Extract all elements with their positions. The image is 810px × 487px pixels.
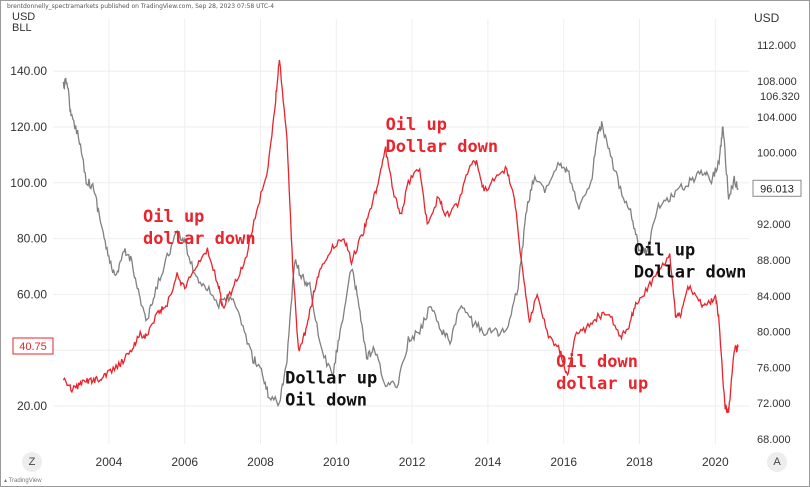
annotation-line: Oil up xyxy=(634,240,695,260)
auto-scale-left-button[interactable]: Z xyxy=(22,452,42,472)
oil-price-line xyxy=(62,59,739,414)
left-tick-label: 100.00 xyxy=(10,176,47,190)
annotation-label: Oil up Dollar down xyxy=(634,240,747,282)
x-tick-label: 2006 xyxy=(171,455,198,469)
x-axis-ticks: 2004 2006 2008 2010 2012 2014 2016 2018 2020 xyxy=(96,455,729,469)
left-axis-ticks: 20.00 60.00 80.00 100.00 120.00 140.00 xyxy=(10,64,47,413)
annotation-label: Oil down dollar up xyxy=(556,352,648,394)
price-badges: 40.75 96.013 xyxy=(12,179,802,355)
annotation-line: Dollar down xyxy=(634,262,747,282)
annotation-line: Oil up xyxy=(143,207,204,227)
annotation-label: Oil up dollar down xyxy=(143,207,256,249)
right-tick-label: 112.000 xyxy=(757,40,796,52)
left-unit-top: USD xyxy=(12,11,36,23)
left-tick-label: 20.00 xyxy=(17,399,47,413)
right-tick-label: 92.000 xyxy=(757,219,791,231)
x-tick-label: 2008 xyxy=(247,455,274,469)
right-axis-ticks: 68.000 72.000 76.000 80.000 84.000 88.000 92.0… xyxy=(757,40,800,446)
dollar-last-price-label: 96.013 xyxy=(760,183,794,195)
right-tick-label: 84.000 xyxy=(757,291,791,303)
x-tick-label: 2004 xyxy=(96,455,123,469)
annotation-line: Dollar down xyxy=(386,137,499,157)
right-extra-tick-label: 106.320 xyxy=(760,91,800,103)
annotation-label: Dollar up Oil down xyxy=(285,369,377,411)
right-tick-label: 104.000 xyxy=(757,112,797,124)
left-axis-unit: USD BLL xyxy=(12,12,35,34)
x-tick-label: 2020 xyxy=(702,455,729,469)
right-tick-label: 76.000 xyxy=(757,362,791,374)
tradingview-logo-text: TradingView xyxy=(8,478,42,484)
right-tick-label: 100.000 xyxy=(757,148,797,160)
annotation-line: dollar down xyxy=(143,229,256,249)
left-tick-label: 140.00 xyxy=(10,64,47,78)
x-tick-label: 2016 xyxy=(550,455,577,469)
auto-scale-right-button[interactable]: A xyxy=(767,452,787,472)
right-axis-unit: USD xyxy=(754,11,780,25)
right-tick-label: 88.000 xyxy=(757,255,791,267)
right-tick-label: 68.000 xyxy=(757,434,791,446)
annotation-label: Oil up Dollar down xyxy=(386,115,499,157)
dollar-last-price-badge xyxy=(752,179,802,197)
annotation-line: Oil down xyxy=(285,391,367,411)
x-tick-label: 2014 xyxy=(475,455,502,469)
x-tick-label: 2010 xyxy=(323,455,350,469)
right-tick-label: 108.000 xyxy=(757,76,797,88)
left-tick-label: 60.00 xyxy=(17,287,47,301)
x-tick-label: 2018 xyxy=(626,455,653,469)
annotation-line: dollar up xyxy=(556,374,648,394)
left-unit-bottom: BLL xyxy=(12,22,32,34)
x-tick-label: 2012 xyxy=(399,455,426,469)
right-tick-label: 72.000 xyxy=(757,398,791,410)
gridlines xyxy=(53,19,749,444)
dollar-index-line xyxy=(62,77,739,408)
tradingview-logo: ▴ TradingView xyxy=(4,477,42,484)
oil-last-price-badge xyxy=(12,337,54,355)
tradingview-logo-icon: ▴ xyxy=(4,478,9,484)
annotation-line: Oil up xyxy=(386,115,447,135)
annotation-line: Dollar up xyxy=(285,369,377,389)
attribution-text: brentdonnelly_spectramarkets published o… xyxy=(7,3,275,10)
oil-last-price-label: 40.75 xyxy=(19,341,47,353)
left-tick-label: 80.00 xyxy=(17,232,47,246)
right-tick-label: 80.000 xyxy=(757,327,791,339)
annotation-line: Oil down xyxy=(556,352,638,372)
left-tick-label: 120.00 xyxy=(10,120,47,134)
